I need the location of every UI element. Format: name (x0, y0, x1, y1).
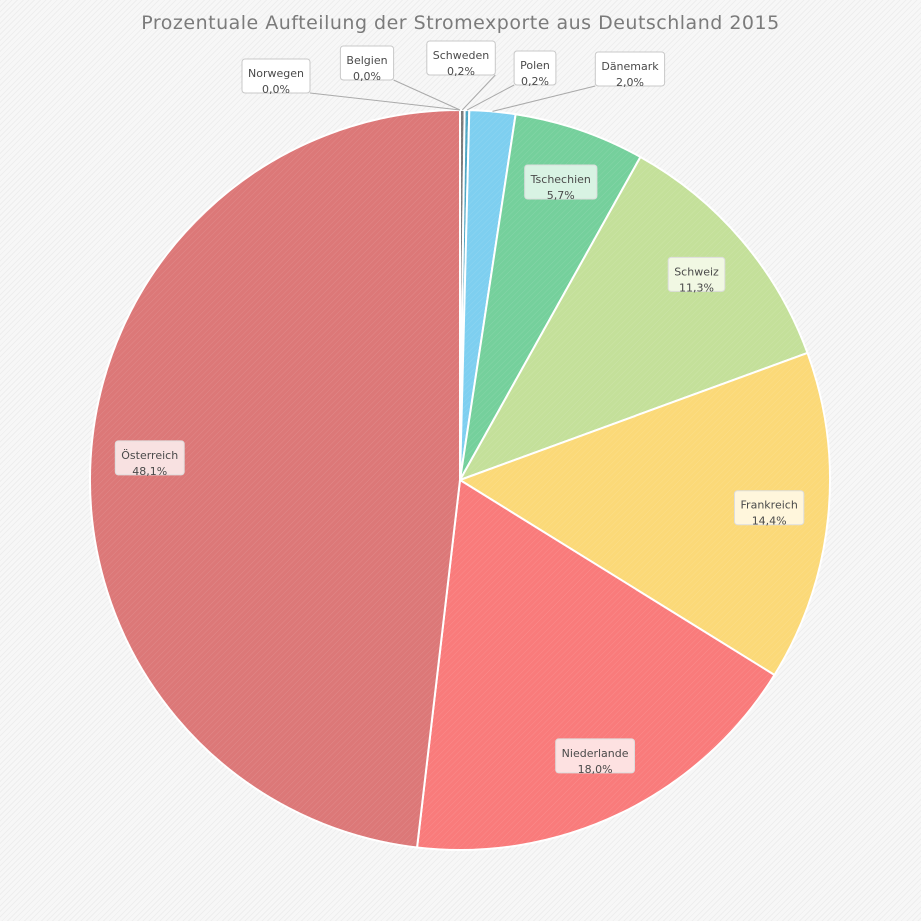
data-label-name: Belgien (346, 54, 387, 67)
data-label-name: Schweden (433, 49, 490, 62)
data-label-value: 0,0% (353, 70, 381, 83)
data-label-danemark: Dänemark 2,0% (594, 51, 666, 89)
connector-polen (466, 84, 515, 111)
data-label-polen: Polen 0,2% (513, 50, 557, 88)
data-label-name: Tschechien (530, 173, 591, 186)
data-label-box (426, 40, 496, 76)
data-label-schweiz: Schweiz 11,3% (667, 256, 726, 294)
data-label-value: 0,2% (521, 75, 549, 88)
data-label-value: 0,0% (262, 83, 290, 96)
data-label-box (513, 50, 557, 86)
data-label-box (524, 164, 598, 200)
data-label-value: 11,3% (679, 281, 714, 294)
data-label-value: 18,0% (578, 763, 613, 776)
data-label-name: Niederlande (562, 747, 629, 760)
data-label-name: Polen (520, 59, 550, 72)
data-label-frankreich: Frankreich 14,4% (734, 490, 805, 528)
data-label-box (114, 440, 185, 476)
data-label-box (339, 45, 395, 81)
chart-title: Prozentuale Aufteilung der Stromexporte … (141, 12, 780, 34)
data-label-name: Schweiz (674, 265, 719, 278)
data-label-belgien: Belgien 0,0% (339, 45, 395, 83)
data-label-box (555, 738, 636, 774)
data-label-box (594, 51, 666, 87)
connector-schweden (461, 74, 496, 111)
data-label-value: 48,1% (132, 465, 167, 478)
connector-norwegen (309, 92, 461, 111)
connector-danemark (492, 85, 596, 112)
data-label-name: Dänemark (601, 60, 659, 73)
data-label-norwegen: Norwegen 0,0% (241, 58, 311, 96)
data-label-schweden: Schweden 0,2% (426, 40, 496, 78)
data-label-value: 2,0% (616, 76, 644, 89)
data-label-value: 14,4% (752, 515, 787, 528)
data-label-osterreich: Österreich 48,1% (114, 440, 185, 478)
data-label-tschechien: Tschechien 5,7% (524, 164, 598, 202)
data-label-name: Österreich (121, 449, 178, 462)
data-label-value: 0,2% (447, 65, 475, 78)
data-label-name: Norwegen (248, 67, 304, 80)
data-label-box (241, 58, 311, 94)
slice-osterreich (89, 108, 461, 849)
slices-layer (89, 108, 831, 851)
data-label-box (734, 490, 805, 526)
data-label-niederlande: Niederlande 18,0% (555, 738, 636, 776)
connector-belgien (393, 79, 461, 111)
connectors-layer (309, 74, 596, 112)
data-label-box (667, 256, 726, 292)
data-label-name: Frankreich (741, 499, 798, 512)
data-label-value: 5,7% (547, 189, 575, 202)
